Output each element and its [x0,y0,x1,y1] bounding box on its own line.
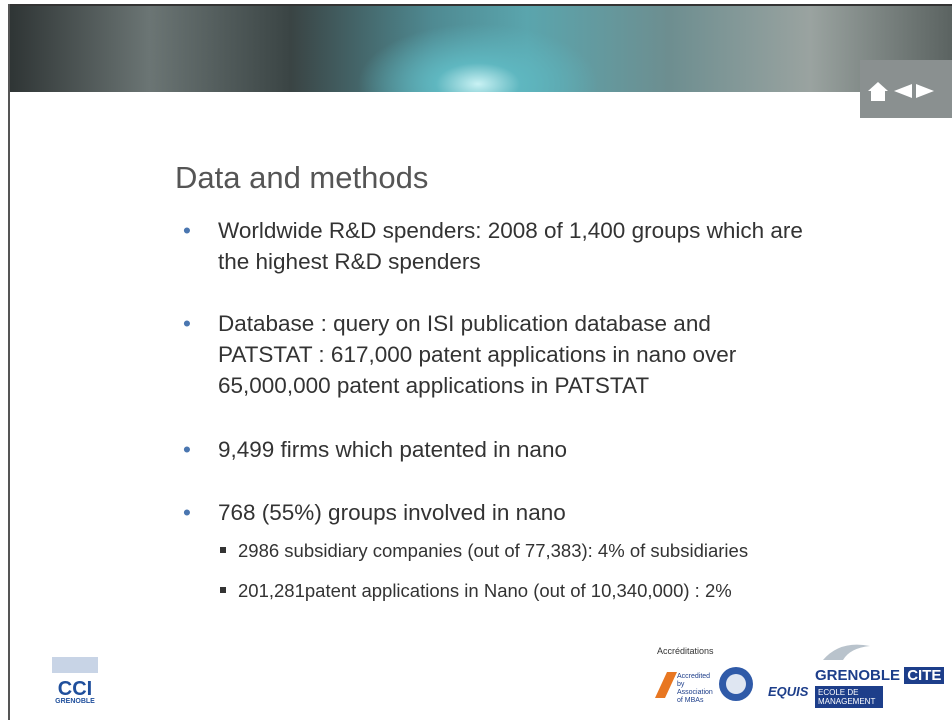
bullet-text: 65,000,000 patent applications in PATSTA… [218,370,736,401]
nav-bar [860,60,952,118]
sub-bullet-marker [220,587,226,593]
sub-bullet: 2986 subsidiary companies (out of 77,383… [220,540,748,562]
gem-school: ECOLE DE MANAGEMENT [815,686,883,708]
bullet: • Worldwide R&D spenders: 2008 of 1,400 g… [183,215,803,277]
sub-bullet-marker [220,547,226,553]
amba-logo: Accredited by Association of MBAs [655,670,711,698]
bullet-text: 9,499 firms which patented in nano [218,434,567,465]
bullet-dot: • [183,434,191,465]
slide-title: Data and methods [175,160,428,196]
bullet-text: Database : query on ISI publication data… [218,308,736,339]
bullet-text: 768 (55%) groups involved in nano [218,497,566,528]
bullet: • 9,499 firms which patented in nano [183,434,567,465]
bullet-text: Worldwide R&D spenders: 2008 of 1,400 gr… [218,215,803,246]
cci-city: GRENOBLE [50,698,100,705]
cci-logo: CCI GRENOBLE [50,655,100,715]
amba-text: Accredited by Association of MBAs [677,673,711,705]
slide: Data and methods • Worldwide R&D spenders… [0,0,952,720]
cci-name: CCI [50,680,100,698]
accreditations-label: Accréditations [657,646,714,656]
prev-button[interactable] [894,84,912,98]
cci-mark [50,655,100,675]
next-button[interactable] [916,84,934,98]
frame [8,4,10,720]
seal-logo [718,666,754,702]
home-button[interactable] [868,82,888,101]
bullet: • 768 (55%) groups involved in nano [183,497,566,528]
frame [8,4,952,6]
equis-logo: EQUIS [768,684,808,699]
bullet-dot: • [183,215,191,246]
bullet-dot: • [183,497,191,528]
nav-icons [860,60,952,118]
gem-dolphin [815,640,875,662]
sub-bullet-text: 2986 subsidiary companies (out of 77,383… [238,540,748,561]
gem-suffix: CITE [904,667,944,684]
gem-name: GRENOBLE [815,667,900,684]
bullet-text: PATSTAT : 617,000 patent applications in… [218,339,736,370]
bullet-dot: • [183,308,191,339]
bullet-text: the highest R&D spenders [218,246,803,277]
gem-logo: GRENOBLE CITE ECOLE DE MANAGEMENT [815,640,925,718]
header-banner [8,4,952,92]
sub-bullet-text: 201,281patent applications in Nano (out … [238,580,732,601]
bullet: • Database : query on ISI publication dat… [183,308,736,401]
sub-bullet: 201,281patent applications in Nano (out … [220,580,732,602]
